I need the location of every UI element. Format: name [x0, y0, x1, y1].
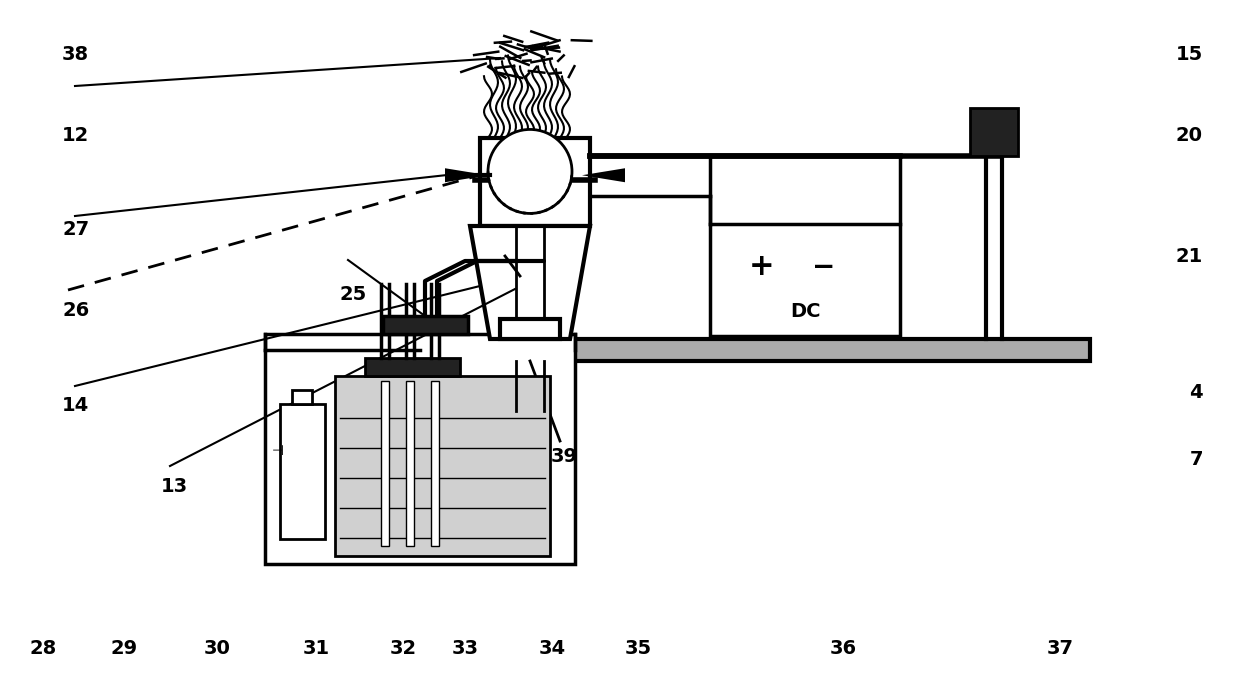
Text: 37: 37 — [1047, 639, 1074, 658]
Polygon shape — [582, 168, 625, 183]
Text: 33: 33 — [451, 639, 479, 658]
Text: 31: 31 — [303, 639, 330, 658]
Text: +: + — [749, 252, 774, 281]
Text: 20: 20 — [1176, 126, 1203, 145]
Text: 7: 7 — [1189, 450, 1203, 469]
Bar — [265, 334, 575, 564]
Polygon shape — [470, 226, 590, 339]
Text: 34: 34 — [538, 639, 565, 658]
Text: 14: 14 — [62, 396, 89, 415]
Text: ⊣: ⊣ — [272, 444, 284, 458]
Text: 36: 36 — [830, 639, 857, 658]
Text: 39: 39 — [551, 447, 578, 466]
Text: 4: 4 — [1189, 383, 1203, 402]
Bar — [432, 381, 439, 546]
Text: 30: 30 — [203, 639, 231, 658]
Bar — [711, 224, 900, 336]
Text: 26: 26 — [62, 301, 89, 320]
Text: 21: 21 — [1176, 247, 1203, 266]
Text: 15: 15 — [1176, 45, 1203, 64]
Text: 27: 27 — [62, 220, 89, 239]
Text: 12: 12 — [62, 126, 89, 145]
Bar — [500, 319, 560, 339]
Bar — [291, 390, 312, 404]
Text: 32: 32 — [389, 639, 417, 658]
Bar — [420, 339, 1090, 361]
Text: 13: 13 — [161, 477, 188, 496]
Bar — [480, 138, 590, 226]
Text: 35: 35 — [625, 639, 652, 658]
Circle shape — [489, 129, 572, 214]
Text: 29: 29 — [110, 639, 138, 658]
Text: 25: 25 — [340, 285, 367, 304]
Text: 28: 28 — [30, 639, 57, 658]
Polygon shape — [445, 168, 489, 183]
Bar — [970, 107, 1018, 155]
Text: DC: DC — [790, 302, 820, 321]
Bar — [280, 404, 325, 539]
Text: −: − — [812, 253, 836, 281]
Bar — [335, 376, 551, 556]
Bar — [405, 381, 414, 546]
Bar — [365, 358, 460, 376]
Bar — [381, 381, 389, 546]
Text: 38: 38 — [62, 45, 89, 64]
Bar — [383, 316, 467, 334]
